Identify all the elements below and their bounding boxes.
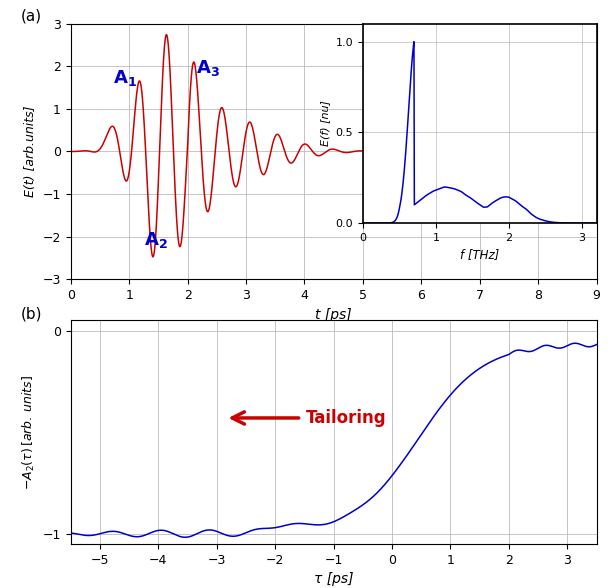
Text: $\mathbf{A_3}$: $\mathbf{A_3}$ [196,58,220,78]
X-axis label: f [THz]: f [THz] [460,248,499,261]
Y-axis label: E(t) [arb.units]: E(t) [arb.units] [24,106,37,197]
Text: $\mathbf{A_2}$: $\mathbf{A_2}$ [144,230,168,250]
Y-axis label: E(f) [nu]: E(f) [nu] [320,101,330,146]
X-axis label: τ [ps]: τ [ps] [314,572,354,586]
Text: Tailoring: Tailoring [306,409,387,427]
Text: $\mathbf{A_1}$: $\mathbf{A_1}$ [113,68,137,88]
Text: (b): (b) [21,306,42,321]
Text: (a): (a) [21,9,42,24]
X-axis label: t [ps]: t [ps] [315,308,352,322]
Y-axis label: $-A_2(\tau)\,[arb.\,units]$: $-A_2(\tau)\,[arb.\,units]$ [21,375,37,490]
